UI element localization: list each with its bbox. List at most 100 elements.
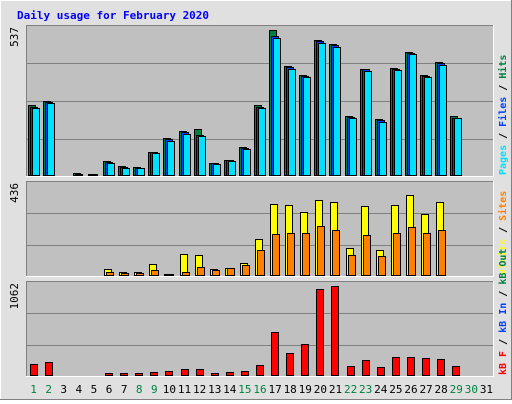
y-max-label: 537 [8,27,21,47]
chart-title: Daily usage for February 2020 [17,9,209,22]
bar-kb-f [331,286,339,376]
bar-kb-f [422,358,430,376]
bar-sites [287,233,295,276]
bar-files [90,174,98,176]
bar-pages [273,38,281,176]
series-legend-part: / [498,79,509,97]
bar-sites [227,268,235,276]
bar-kb-f [347,366,355,376]
day-label: 11 [178,383,191,396]
bar-pages [439,65,447,176]
day-label: 20 [314,383,327,396]
bar-pages [183,134,191,176]
bar-kb-f [437,359,445,376]
bar-sites [212,270,220,276]
bar-kb-f [150,372,158,376]
bar-pages [243,149,251,176]
bar-kb-f [452,366,460,376]
bar-kb-f [105,373,113,376]
bar-sites [136,273,144,276]
bar-pages [213,164,221,176]
bar-pages [137,168,145,176]
series-legend: kB F / kB In / kB Out [498,249,509,375]
bar-kb-f [271,332,279,376]
bar-sites [302,233,310,276]
day-label: 25 [389,383,402,396]
bar-pages [122,168,130,176]
panel-plot-area [26,281,494,377]
bar-sites [106,272,114,276]
bar-sites [423,233,431,276]
series-legend-part: / [498,285,509,303]
bar-pages [288,69,296,176]
bar-pages [409,54,417,176]
bar-kb-f [407,357,415,376]
day-label: 10 [163,383,176,396]
bar-sites [121,273,129,276]
bar-sites [378,256,386,276]
bar-kb-f [120,373,128,376]
series-legend-part: kB F [498,351,509,375]
series-legend-part: Hits [497,55,509,79]
day-label: 13 [208,383,221,396]
day-label: 30 [465,383,478,396]
series-legend-part: Visits [497,239,509,275]
bar-pages [394,70,402,176]
bar-pages [152,153,160,176]
bar-sites [151,270,159,276]
bar-kb-f [30,364,38,376]
series-legend-part: kB In [498,303,509,333]
bar-pages [32,108,40,176]
bar-pages [364,71,372,176]
bar-kb-f [226,372,234,376]
day-label: 6 [106,383,113,396]
series-legend: Visits / Sites [497,191,509,275]
bar-sites [182,272,190,276]
panel-visits-sites: 436 Visits / Sites [8,181,509,277]
bar-pages [167,141,175,176]
bar-pages [198,136,206,176]
bar-kb-f [165,371,173,376]
day-label: 28 [435,383,448,396]
chart-panels: 537 Pages / Files / Hits 436 Visits / Sites… [8,25,509,377]
bar-sites [272,234,280,276]
series-legend-part: Sites [497,191,509,221]
bar-sites [332,230,340,276]
day-label: 15 [238,383,251,396]
day-label: 7 [121,383,128,396]
bar-sites [242,265,250,276]
panel-hits-files-pages: 537 Pages / Files / Hits [8,25,509,177]
series-legend-part: / [498,333,509,351]
y-max-label: 436 [8,183,21,203]
bar-pages [454,118,462,176]
x-axis-day-labels: 1 2 3 4 5 6 7 8 9 10 11 12 13 14 15 16 17 18 19 20 21 22 23 24 2… [30,383,493,396]
bar-kb-f [362,360,370,376]
bar-sites [393,233,401,276]
bar-files [75,174,83,176]
bar-sites [166,274,174,276]
series-legend-part: Files [497,97,509,127]
day-label: 18 [284,383,297,396]
bar-pages [379,122,387,176]
series-legend-part: kB Out [498,249,509,285]
series-legend: Pages / Files / Hits [497,55,509,175]
day-label: 24 [374,383,388,396]
day-label: 12 [193,383,206,396]
bar-kb-f [301,344,309,376]
bar-sites [257,250,265,276]
day-label: 17 [268,383,281,396]
bar-kb-f [135,373,143,376]
bar-kb-f [196,369,204,376]
series-legend-part: / [498,127,509,145]
day-label: 16 [253,383,266,396]
panel-kbytes: 1062 kB F / kB In / kB Out [8,249,509,377]
bar-kb-f [256,365,264,376]
day-label: 8 [136,383,143,396]
bar-sites [438,230,446,276]
day-label: 23 [359,383,372,396]
bar-sites [317,226,325,276]
bar-kb-f [241,371,249,376]
day-label: 4 [76,383,83,396]
